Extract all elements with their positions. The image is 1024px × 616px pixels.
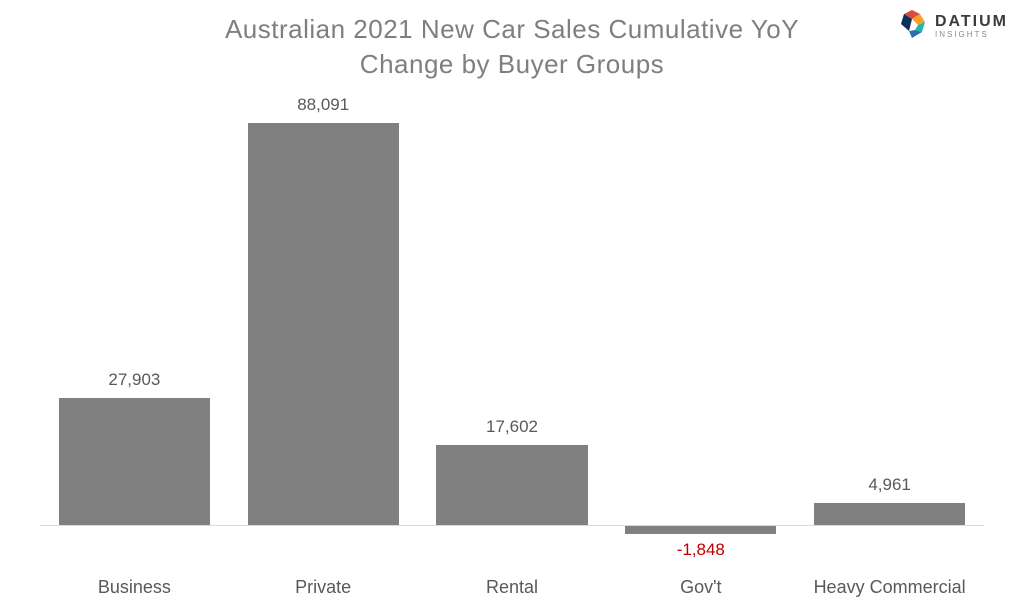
category-label: Gov't — [606, 577, 795, 598]
title-line-1: Australian 2021 New Car Sales Cumulative… — [225, 14, 799, 44]
category-label: Business — [40, 577, 229, 598]
bar — [436, 445, 587, 525]
logo-main-text: DATIUM — [935, 14, 1008, 30]
chart-container: Australian 2021 New Car Sales Cumulative… — [0, 0, 1024, 616]
zero-line — [40, 525, 984, 526]
bar-value-label: -1,848 — [606, 540, 795, 560]
logo-sub-text: INSIGHTS — [935, 31, 1008, 39]
plot-area: 27,90388,09117,602-1,8484,961 — [40, 105, 984, 544]
datium-logo-mark — [895, 8, 929, 44]
category-labels-row: BusinessPrivateRentalGov'tHeavy Commerci… — [40, 577, 984, 598]
datium-logo-text: DATIUM INSIGHTS — [935, 14, 1008, 39]
title-line-2: Change by Buyer Groups — [360, 49, 664, 79]
chart-title: Australian 2021 New Car Sales Cumulative… — [0, 12, 1024, 82]
bar-slot: 17,602 — [418, 105, 607, 544]
category-label: Private — [229, 577, 418, 598]
bars-group: 27,90388,09117,602-1,8484,961 — [40, 105, 984, 544]
bar — [625, 526, 776, 534]
bar — [814, 503, 965, 526]
bar — [59, 398, 210, 526]
category-label: Rental — [418, 577, 607, 598]
bar-slot: 4,961 — [795, 105, 984, 544]
bar-slot: -1,848 — [606, 105, 795, 544]
bar-value-label: 88,091 — [229, 95, 418, 115]
bar-slot: 88,091 — [229, 105, 418, 544]
datium-logo: DATIUM INSIGHTS — [895, 8, 1008, 44]
category-label: Heavy Commercial — [795, 577, 984, 598]
bar — [248, 123, 399, 526]
bar-value-label: 4,961 — [795, 475, 984, 495]
bar-slot: 27,903 — [40, 105, 229, 544]
bar-value-label: 17,602 — [418, 417, 607, 437]
bar-value-label: 27,903 — [40, 370, 229, 390]
